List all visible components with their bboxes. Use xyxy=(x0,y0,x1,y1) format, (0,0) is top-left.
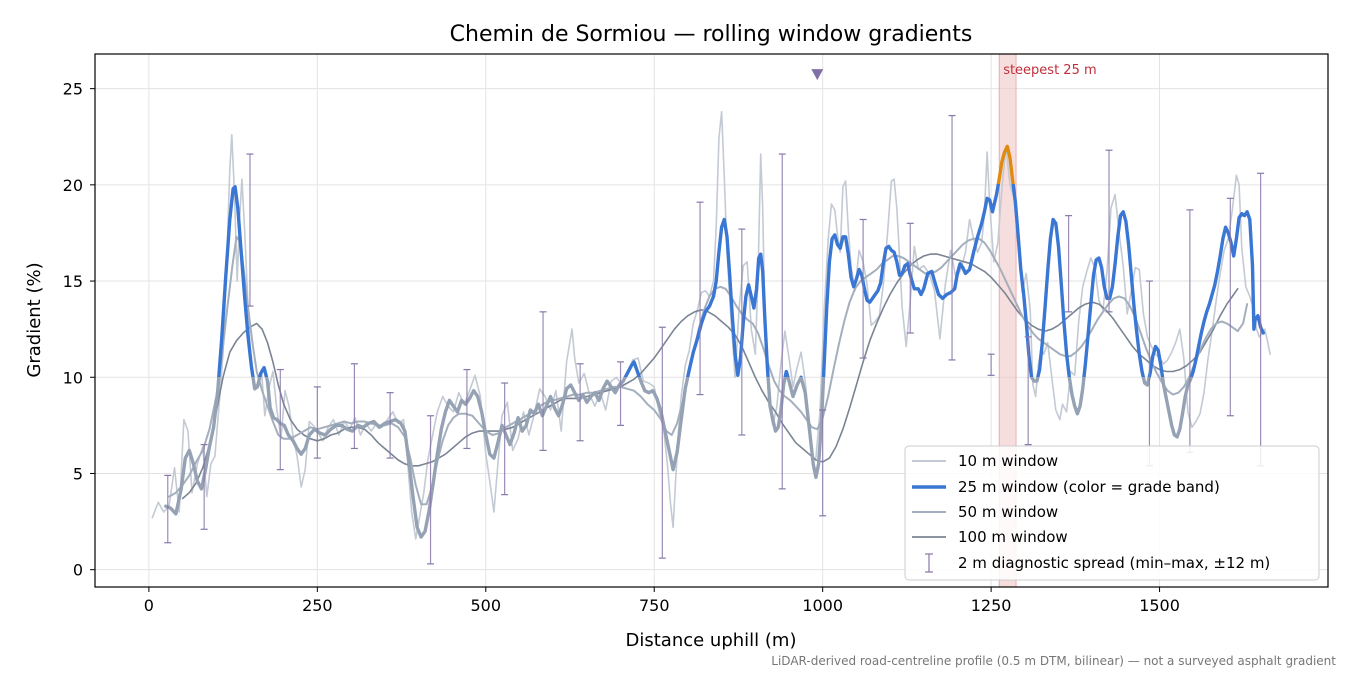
y-tick-label: 10 xyxy=(63,368,83,387)
legend-box xyxy=(904,445,1320,581)
errorbar xyxy=(350,363,358,450)
y-tick-label: 15 xyxy=(63,272,83,291)
series-line-25m-low-band xyxy=(164,377,1194,539)
errorbar xyxy=(1186,209,1194,453)
gridlines xyxy=(95,54,1328,587)
errorbar xyxy=(427,415,435,565)
legend-label-errorbar: 2 m diagnostic spread (min–max, ±12 m) xyxy=(958,554,1270,572)
errorbar xyxy=(987,353,995,376)
errorbar xyxy=(1065,215,1073,313)
y-tick-label: 20 xyxy=(63,176,83,195)
errorbar xyxy=(819,409,827,517)
x-tick-label: 1250 xyxy=(971,596,1012,615)
legend-label-50m: 50 m window xyxy=(958,503,1058,521)
errorbar xyxy=(658,326,666,559)
errorbar xyxy=(386,392,394,459)
errorbar xyxy=(778,153,786,490)
x-axis-label: Distance uphill (m) xyxy=(626,630,797,651)
legend-swatch-errorbar xyxy=(925,553,933,573)
y-tick-label: 5 xyxy=(73,464,83,483)
errorbar xyxy=(1105,149,1113,313)
x-tick-label: 500 xyxy=(471,596,502,615)
off-scale-marker-layer xyxy=(811,69,824,81)
errorbar xyxy=(859,218,867,359)
errorbar xyxy=(948,114,956,361)
errorbar xyxy=(738,228,746,436)
steepest-label: steepest 25 m xyxy=(1003,63,1096,78)
errorbar xyxy=(1024,336,1032,446)
errorbar xyxy=(501,382,509,496)
x-tick-label: 1000 xyxy=(802,596,843,615)
plot-frame xyxy=(94,53,1329,588)
series-line-25m-mid-band xyxy=(217,184,1265,377)
x-tick-label: 750 xyxy=(639,596,670,615)
errorbar xyxy=(276,368,284,471)
y-axis-ticks: 0 5 10 15 20 25 xyxy=(63,80,95,580)
legend: 10 m window 25 m window (color = grade b… xyxy=(904,445,1320,581)
errorbar xyxy=(576,363,584,442)
legend-label-100m: 100 m window xyxy=(958,528,1068,546)
errorbar xyxy=(617,361,625,426)
errorbar xyxy=(539,311,547,451)
errorbar xyxy=(246,153,254,307)
y-tick-label: 0 xyxy=(73,561,83,580)
y-tick-label: 25 xyxy=(63,80,83,99)
chart-title: Chemin de Sormiou — rolling window gradi… xyxy=(450,22,973,47)
legend-label-25m: 25 m window (color = grade band) xyxy=(958,478,1220,496)
x-tick-label: 250 xyxy=(302,596,333,615)
errorbar xyxy=(313,386,321,459)
errorbar xyxy=(164,474,172,544)
errorbar xyxy=(1145,280,1153,467)
off-scale-marker xyxy=(811,69,824,81)
errorbar xyxy=(200,444,208,530)
y-axis-label: Gradient (%) xyxy=(24,262,45,377)
x-tick-label: 1500 xyxy=(1139,596,1180,615)
errorbar xyxy=(906,222,914,334)
diagnostic-spread-errorbars xyxy=(164,114,1265,565)
errorbar xyxy=(463,368,471,450)
chart-footnote: LiDAR-derived road-centreline profile (0… xyxy=(771,654,1336,668)
errorbar xyxy=(696,201,704,396)
legend-label-10m: 10 m window xyxy=(958,452,1058,470)
errorbar xyxy=(1226,197,1234,417)
x-tick-label: 0 xyxy=(144,596,154,615)
x-axis-ticks: 0 250 500 750 1000 1250 1500 xyxy=(144,587,1180,615)
